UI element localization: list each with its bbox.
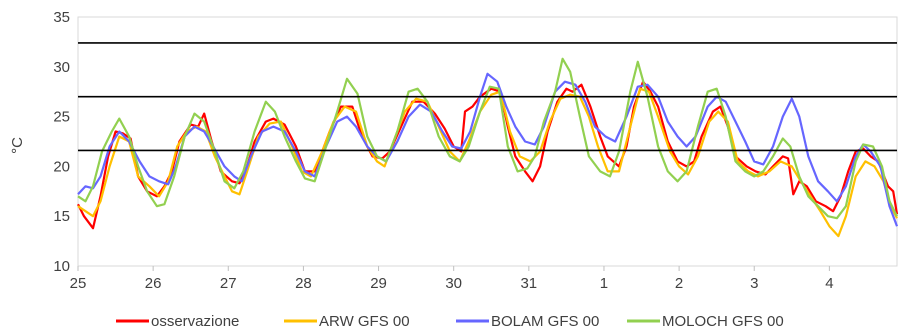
x-tick-label: 29 xyxy=(370,275,387,292)
x-tick-label: 26 xyxy=(145,275,162,292)
x-tick-label: 3 xyxy=(750,275,758,292)
x-tick-label: 31 xyxy=(520,275,537,292)
x-tick-label: 1 xyxy=(600,275,608,292)
x-tick-label: 30 xyxy=(445,275,462,292)
y-tick-label: 35 xyxy=(53,9,70,26)
legend-label: MOLOCH GFS 00 xyxy=(662,313,784,330)
x-tick-label: 4 xyxy=(825,275,833,292)
x-tick-label: 28 xyxy=(295,275,312,292)
y-tick-label: 20 xyxy=(53,158,70,175)
series-line-2 xyxy=(77,87,898,238)
x-tick-label: 25 xyxy=(70,275,87,292)
legend-label: BOLAM GFS 00 xyxy=(491,313,599,330)
plot-area xyxy=(77,16,899,267)
x-tick-label: 2 xyxy=(675,275,683,292)
y-tick-label: 30 xyxy=(53,59,70,76)
y-tick-label: 15 xyxy=(53,208,70,225)
y-axis: 10 15 20 25 30 35 xyxy=(53,9,70,275)
legend-label: ARW GFS 00 xyxy=(319,313,410,330)
y-tick-label: 25 xyxy=(53,109,70,126)
y-axis-label: °C xyxy=(9,137,26,154)
x-tick-label: 27 xyxy=(220,275,237,292)
series-line-3 xyxy=(77,72,899,227)
x-axis: 25 26 27 28 29 30 31 1 2 3 4 xyxy=(70,266,834,292)
series-line-4 xyxy=(77,57,898,220)
plot-frame xyxy=(77,16,898,267)
legend: osservazione ARW GFS 00 BOLAM GFS 00 MOLOCH… xyxy=(116,313,784,330)
legend-label: osservazione xyxy=(151,313,239,330)
y-tick-label: 10 xyxy=(53,258,70,275)
